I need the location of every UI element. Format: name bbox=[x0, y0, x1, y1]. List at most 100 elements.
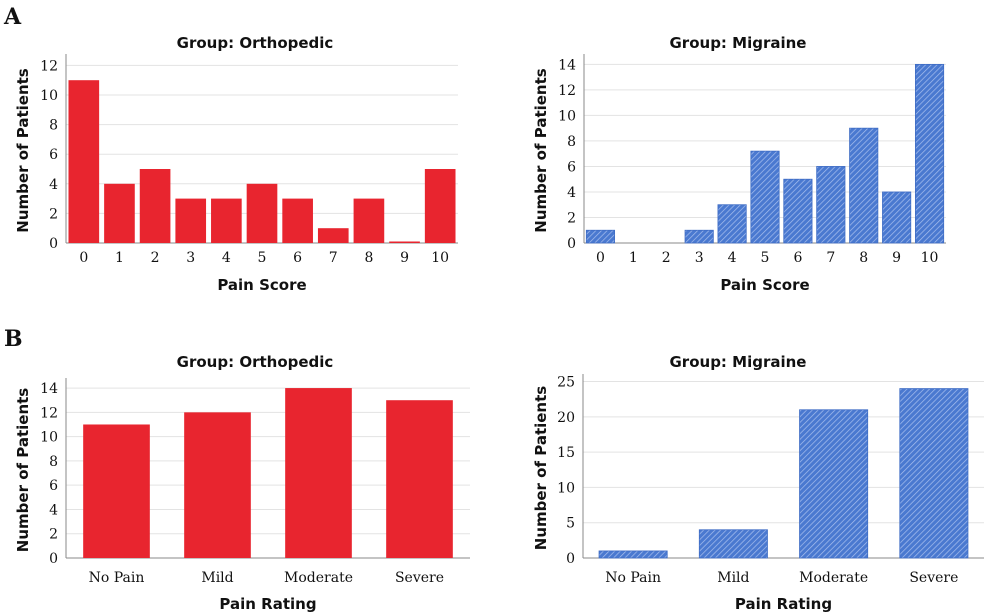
x-tick-label: 10 bbox=[921, 250, 939, 266]
x-axis-title: Pain Score bbox=[720, 276, 809, 294]
x-tick-label: 9 bbox=[400, 250, 409, 266]
y-tick-label: 2 bbox=[49, 527, 58, 543]
chart-title: Group: Orthopedic bbox=[177, 34, 334, 52]
bar-0 bbox=[585, 229, 616, 244]
bar-5 bbox=[246, 183, 278, 243]
x-tick-label: Mild bbox=[717, 570, 749, 586]
x-tick-label: 4 bbox=[222, 250, 231, 266]
chart-title: Group: Orthopedic bbox=[177, 353, 334, 371]
bar-0 bbox=[68, 80, 100, 243]
bar-7 bbox=[317, 228, 349, 243]
y-tick-label: 15 bbox=[557, 445, 575, 461]
x-tick-label: 7 bbox=[826, 250, 835, 266]
y-tick-label: 0 bbox=[49, 236, 58, 252]
y-tick-label: 2 bbox=[49, 206, 58, 222]
x-axis-title: Pain Rating bbox=[735, 595, 832, 613]
x-tick-label: 3 bbox=[186, 250, 195, 266]
x-tick-label: 0 bbox=[79, 250, 88, 266]
bar-10 bbox=[424, 169, 456, 243]
bar-no-pain bbox=[598, 550, 668, 559]
y-tick-label: 10 bbox=[40, 430, 58, 446]
x-tick-label: No Pain bbox=[605, 570, 661, 586]
bar-8 bbox=[353, 198, 385, 243]
bar-1 bbox=[104, 183, 135, 243]
x-tick-label: 8 bbox=[364, 250, 373, 266]
x-tick-label: 0 bbox=[596, 250, 605, 266]
chart-3: 0 2 4 6 8 10 12 14 No Pain Mild Moderate Severe Grou… bbox=[14, 353, 470, 613]
x-tick-label: 9 bbox=[892, 250, 901, 266]
bar-3 bbox=[684, 229, 714, 244]
chart-title: Group: Migraine bbox=[670, 353, 807, 371]
bar-no-pain bbox=[83, 424, 150, 558]
x-tick-label: Moderate bbox=[799, 570, 868, 586]
y-tick-label: 4 bbox=[49, 502, 58, 518]
bar-mild bbox=[698, 529, 768, 559]
bar-8 bbox=[849, 127, 879, 244]
bar-9 bbox=[389, 241, 420, 243]
y-tick-label: 0 bbox=[567, 236, 576, 252]
bar-severe bbox=[899, 388, 969, 559]
y-tick-label: 8 bbox=[49, 454, 58, 470]
y-tick-label: 6 bbox=[49, 478, 58, 494]
bar-10 bbox=[914, 63, 945, 244]
bar-moderate bbox=[285, 388, 352, 558]
panel-letter-a: A bbox=[3, 4, 22, 30]
y-tick-label: 6 bbox=[49, 147, 58, 163]
y-tick-label: 10 bbox=[40, 88, 58, 104]
bar-4 bbox=[211, 198, 242, 243]
y-axis-title: Number of Patients bbox=[532, 68, 550, 232]
y-tick-label: 25 bbox=[557, 375, 575, 391]
y-tick-label: 12 bbox=[558, 83, 576, 99]
bar-2 bbox=[139, 169, 171, 243]
y-axis-title: Number of Patients bbox=[14, 68, 32, 232]
x-tick-label: 7 bbox=[329, 250, 338, 266]
bar-6 bbox=[783, 178, 813, 244]
x-tick-label: 6 bbox=[793, 250, 802, 266]
x-tick-label: 2 bbox=[151, 250, 160, 266]
x-axis-title: Pain Rating bbox=[219, 595, 316, 613]
y-tick-label: 2 bbox=[567, 210, 576, 226]
y-tick-label: 12 bbox=[40, 58, 58, 74]
chart-4: 0 5 10 15 20 25 No Pain Mild Moderate Severe Group… bbox=[532, 353, 984, 613]
bar-mild bbox=[184, 412, 251, 558]
chart-title: Group: Migraine bbox=[670, 34, 807, 52]
y-tick-label: 20 bbox=[557, 410, 575, 426]
x-tick-label: 3 bbox=[695, 250, 704, 266]
y-tick-label: 10 bbox=[557, 480, 575, 496]
y-axis-title: Number of Patients bbox=[14, 388, 32, 552]
x-tick-label: No Pain bbox=[89, 570, 145, 586]
bar-moderate bbox=[799, 409, 869, 559]
x-axis-title: Pain Score bbox=[217, 276, 306, 294]
bar-5 bbox=[750, 150, 780, 244]
x-tick-label: 10 bbox=[431, 250, 449, 266]
x-tick-label: 5 bbox=[761, 250, 770, 266]
y-tick-label: 4 bbox=[49, 177, 58, 193]
y-tick-label: 5 bbox=[566, 516, 575, 532]
bar-6 bbox=[282, 198, 313, 243]
x-tick-label: Severe bbox=[909, 570, 958, 586]
y-tick-label: 4 bbox=[567, 185, 576, 201]
y-tick-label: 0 bbox=[49, 551, 58, 567]
x-tick-label: 1 bbox=[629, 250, 638, 266]
y-tick-label: 14 bbox=[40, 381, 58, 397]
x-tick-label: 1 bbox=[115, 250, 124, 266]
bar-4 bbox=[717, 204, 747, 244]
y-tick-label: 0 bbox=[566, 551, 575, 567]
x-tick-label: 2 bbox=[662, 250, 671, 266]
x-tick-label: Mild bbox=[201, 570, 233, 586]
x-tick-label: Severe bbox=[395, 570, 444, 586]
y-tick-label: 8 bbox=[49, 118, 58, 134]
y-tick-label: 8 bbox=[567, 134, 576, 150]
panel-letter-b: B bbox=[4, 326, 23, 352]
bar-severe bbox=[386, 400, 453, 558]
y-axis-title: Number of Patients bbox=[532, 386, 550, 550]
y-tick-label: 6 bbox=[567, 159, 576, 175]
bar-3 bbox=[175, 198, 207, 243]
x-tick-label: 8 bbox=[859, 250, 868, 266]
y-tick-label: 12 bbox=[40, 405, 58, 421]
y-tick-label: 14 bbox=[558, 57, 576, 73]
x-tick-label: 4 bbox=[728, 250, 737, 266]
